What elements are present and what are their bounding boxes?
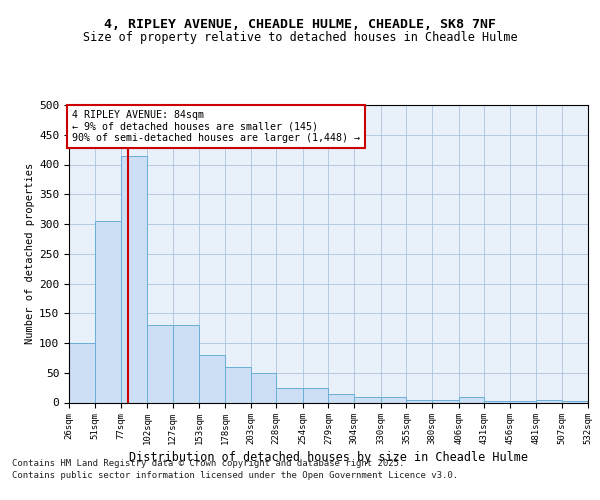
Bar xyxy=(121,156,147,402)
Bar xyxy=(147,325,173,402)
Bar xyxy=(225,367,251,402)
Y-axis label: Number of detached properties: Number of detached properties xyxy=(25,163,35,344)
Text: Contains public sector information licensed under the Open Government Licence v3: Contains public sector information licen… xyxy=(12,472,458,480)
Bar xyxy=(199,355,225,403)
Bar xyxy=(173,325,199,402)
Bar xyxy=(354,396,381,402)
Bar xyxy=(251,373,276,402)
Bar xyxy=(69,343,95,402)
Bar xyxy=(536,400,562,402)
Bar xyxy=(276,388,303,402)
Text: 4 RIPLEY AVENUE: 84sqm
← 9% of detached houses are smaller (145)
90% of semi-det: 4 RIPLEY AVENUE: 84sqm ← 9% of detached … xyxy=(72,110,360,143)
Bar xyxy=(484,400,510,402)
Bar xyxy=(95,221,121,402)
X-axis label: Distribution of detached houses by size in Cheadle Hulme: Distribution of detached houses by size … xyxy=(129,452,528,464)
Bar xyxy=(432,400,459,402)
Text: Contains HM Land Registry data © Crown copyright and database right 2025.: Contains HM Land Registry data © Crown c… xyxy=(12,460,404,468)
Bar xyxy=(510,400,536,402)
Text: 4, RIPLEY AVENUE, CHEADLE HULME, CHEADLE, SK8 7NF: 4, RIPLEY AVENUE, CHEADLE HULME, CHEADLE… xyxy=(104,18,496,30)
Bar xyxy=(562,400,588,402)
Text: Size of property relative to detached houses in Cheadle Hulme: Size of property relative to detached ho… xyxy=(83,32,517,44)
Bar xyxy=(406,400,432,402)
Bar xyxy=(381,396,406,402)
Bar xyxy=(459,396,484,402)
Bar xyxy=(303,388,329,402)
Bar xyxy=(329,394,354,402)
